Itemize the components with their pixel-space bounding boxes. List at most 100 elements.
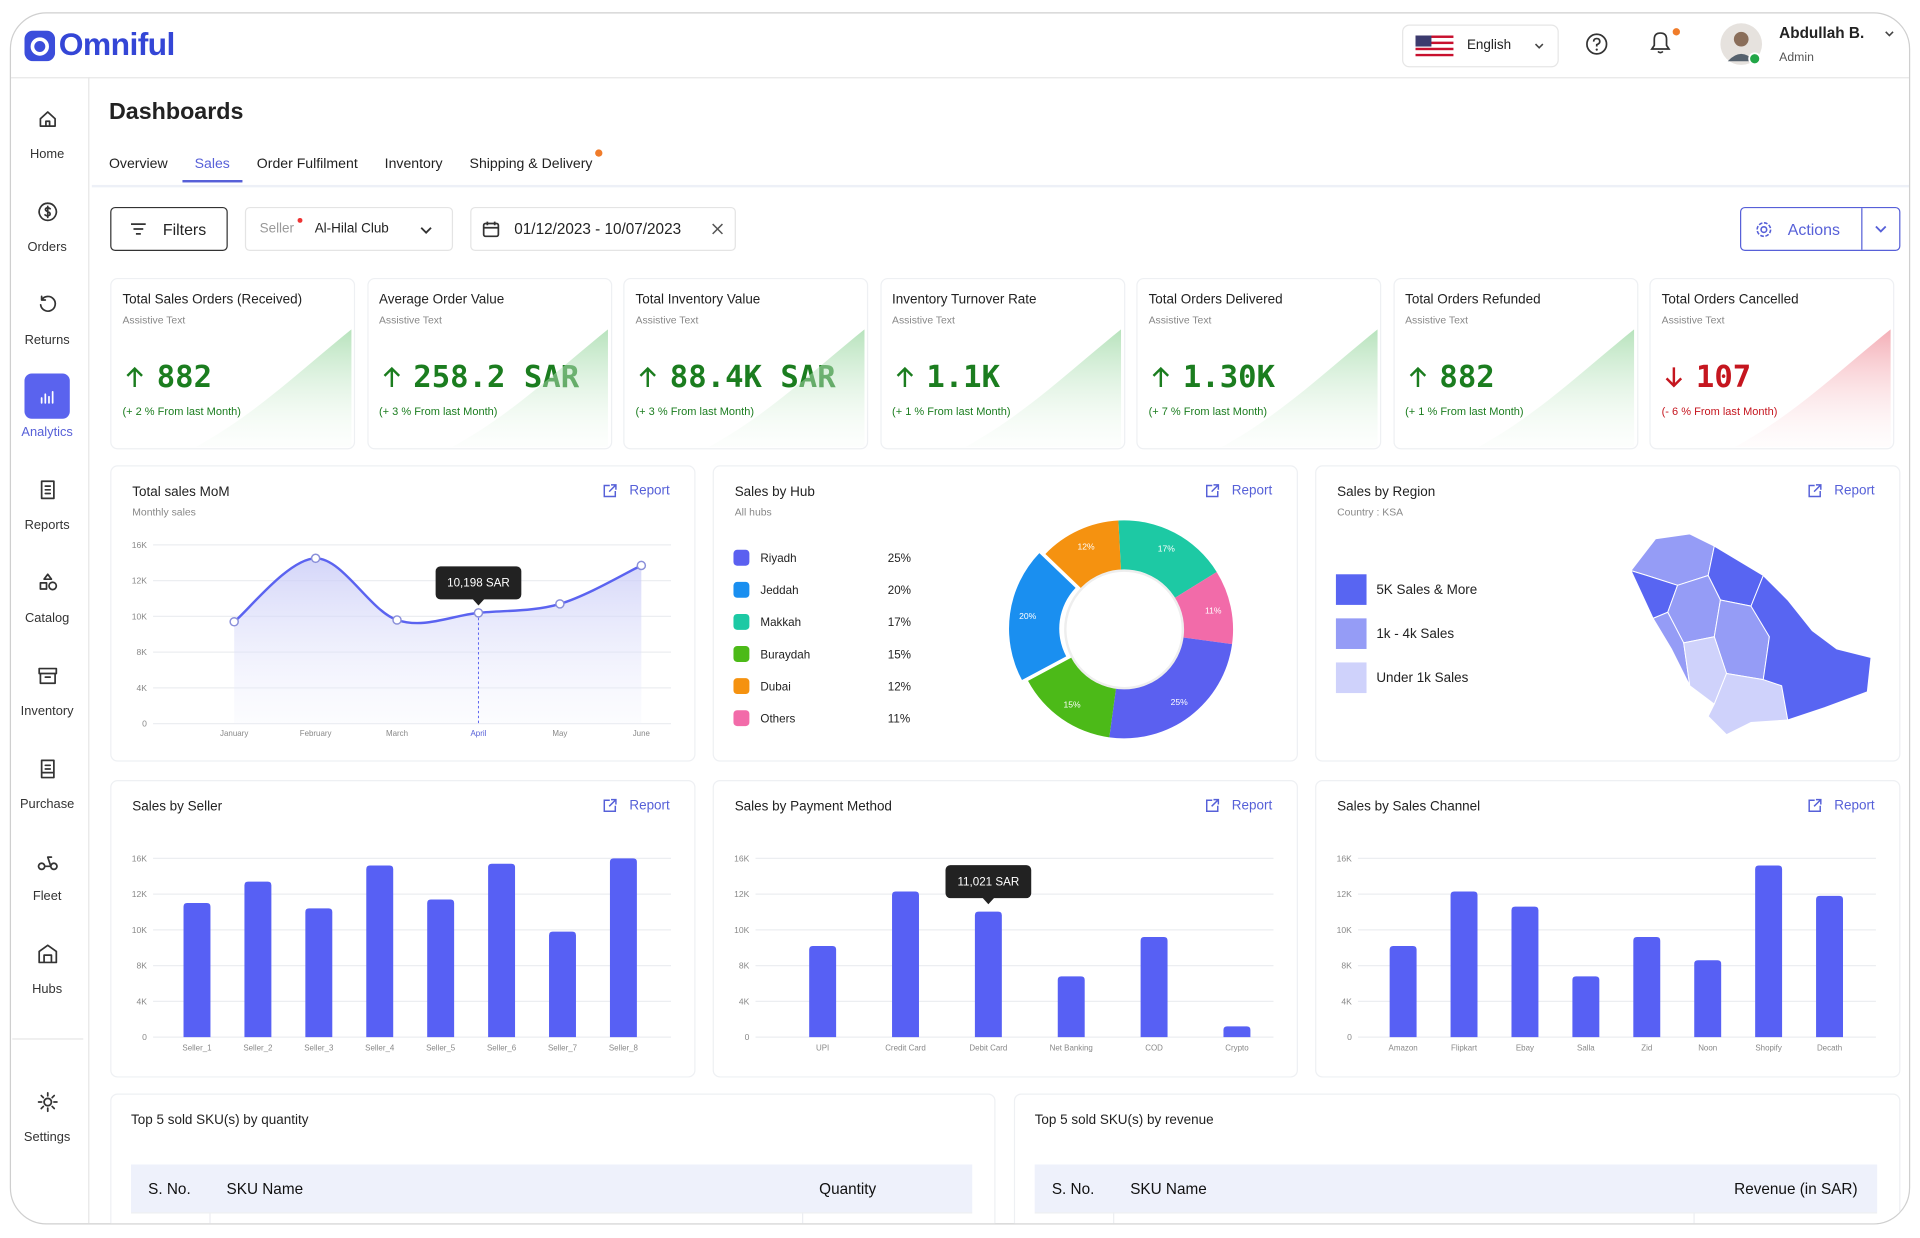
sidebar-label[interactable]: Hubs: [32, 982, 63, 997]
kpi-value: 88.4K SAR: [669, 358, 836, 395]
actions-button[interactable]: Actions: [1740, 206, 1901, 252]
sidebar-label[interactable]: Catalog: [24, 611, 70, 626]
window: Omniful English Abdullah B. Admin Home Or…: [9, 12, 1911, 1225]
kpi-title: Total Sales Orders (Received): [122, 292, 303, 308]
sidebar-icon[interactable]: [37, 479, 59, 501]
chart-title: Sales by Payment Method: [734, 799, 892, 815]
kpi-value: 1.30K: [1182, 358, 1276, 395]
sidebar-divider: [12, 1038, 84, 1040]
date-range[interactable]: 01/12/2023 - 10/07/2023: [470, 206, 736, 252]
tabs: Overview Sales Order Fulfilment Inventory Sh…: [109, 149, 605, 183]
trend-arrow: [639, 366, 656, 387]
sidebar-label[interactable]: Reports: [24, 518, 70, 533]
kpi-change: (- 6 % From last Month): [1661, 405, 1778, 418]
clear-icon[interactable]: [711, 223, 723, 235]
external-icon: [1808, 484, 1822, 498]
sidebar-icon[interactable]: [37, 201, 59, 223]
notification-icon[interactable]: [1646, 24, 1683, 58]
report-label: Report: [1834, 798, 1875, 814]
sidebar-label[interactable]: Purchase: [19, 796, 75, 812]
sidebar-icon[interactable]: [37, 943, 59, 965]
chevron[interactable]: [1873, 222, 1888, 237]
chart-card: Sales by Region Country : KSA Report: [1315, 465, 1901, 762]
report-link[interactable]: Report: [602, 483, 670, 499]
chart-title: Sales by Seller: [132, 799, 223, 815]
kpi-title: Average Order Value: [378, 292, 505, 308]
kpi-subtitle: Assistive Text: [122, 313, 186, 326]
column-divider: [209, 1212, 211, 1224]
filters-button[interactable]: Filters: [110, 206, 228, 252]
table-header: [1034, 1164, 1878, 1213]
icon-path: [38, 667, 58, 684]
icon-path: [603, 798, 617, 812]
column-header: SKU Name: [226, 1180, 304, 1198]
avatar[interactable]: [1718, 22, 1767, 71]
sidebar-icon[interactable]: [37, 293, 59, 315]
tab[interactable]: Inventory: [384, 156, 443, 172]
chart-card: Sales by Payment Method Report: [712, 780, 1298, 1078]
sidebar-icon[interactable]: [37, 665, 59, 687]
sidebar-label[interactable]: Home: [29, 146, 65, 162]
sidebar-icon[interactable]: [37, 386, 59, 408]
language-select[interactable]: English: [1402, 24, 1559, 68]
date-range-text: 01/12/2023 - 10/07/2023: [514, 220, 682, 238]
sidebar-icon[interactable]: [37, 850, 59, 872]
column-divider: [1113, 1212, 1115, 1224]
chart-subtitle: Monthly sales: [132, 505, 196, 518]
chart-subtitle: Country : KSA: [1337, 505, 1404, 518]
report-link[interactable]: Report: [1205, 798, 1272, 813]
chart-title: Sales by Hub: [734, 484, 815, 500]
report-link[interactable]: Report: [602, 798, 670, 813]
icon-path: [39, 111, 56, 127]
tab[interactable]: Overview: [108, 156, 168, 172]
sidebar-label[interactable]: Analytics: [21, 425, 73, 441]
kpi-value: 882: [1439, 358, 1495, 395]
column-header: SKU Name: [1130, 1180, 1207, 1198]
filters-label: Filters: [162, 220, 207, 239]
sidebar-icon[interactable]: [37, 572, 59, 594]
user-name: Abdullah B.: [1779, 24, 1865, 42]
split-divider: [1861, 208, 1863, 250]
report-link[interactable]: Report: [1205, 484, 1272, 498]
chevron[interactable]: [1883, 28, 1895, 40]
report-link[interactable]: Report: [1807, 484, 1875, 498]
sidebar-icon[interactable]: [37, 757, 59, 779]
filter-icon: [131, 223, 146, 235]
tab[interactable]: Sales: [182, 157, 243, 183]
icon-path: [1808, 484, 1822, 498]
chart-title: Sales by Region: [1337, 484, 1436, 500]
column-header: Quantity: [819, 1180, 877, 1198]
sidebar-label[interactable]: Returns: [24, 332, 70, 348]
seller-select[interactable]: Seller Al-Hilal Club: [244, 206, 454, 252]
page-title: Dashboards: [108, 99, 244, 125]
chevron: [420, 227, 432, 234]
icon-path: [1205, 484, 1220, 498]
icon-path: [40, 759, 55, 778]
row-border: [131, 1212, 973, 1214]
kpi-subtitle: Assistive Text: [378, 313, 442, 326]
arrow-path: [639, 366, 656, 387]
external-icon: [603, 484, 617, 498]
sidebar-label[interactable]: Orders: [27, 239, 67, 255]
report-label: Report: [629, 483, 670, 499]
help-icon[interactable]: [1584, 32, 1608, 56]
column-divider: [1693, 1212, 1695, 1224]
sidebar-label[interactable]: Settings: [23, 1130, 71, 1145]
tab[interactable]: Order Fulfilment: [256, 156, 358, 172]
report-link[interactable]: Report: [1807, 798, 1875, 814]
sidebar-icon[interactable]: [37, 1091, 59, 1113]
gear-icon: [1756, 222, 1772, 238]
trend-arrow: [126, 366, 143, 387]
logo-text: Omniful: [58, 25, 176, 63]
kpi-subtitle: Assistive Text: [892, 313, 955, 326]
seller-label: Seller: [259, 221, 295, 237]
required-dot: [297, 217, 303, 223]
sidebar-label[interactable]: Fleet: [32, 889, 62, 905]
sidebar-icon[interactable]: [37, 108, 59, 130]
language-label: English: [1466, 37, 1512, 53]
kpi-value: 1.1K: [926, 358, 1001, 395]
arrow-path: [896, 366, 913, 387]
sidebar-label[interactable]: Inventory: [20, 703, 74, 719]
kpi-subtitle: Assistive Text: [1148, 313, 1212, 326]
tab[interactable]: Shipping & Delivery: [457, 149, 604, 183]
